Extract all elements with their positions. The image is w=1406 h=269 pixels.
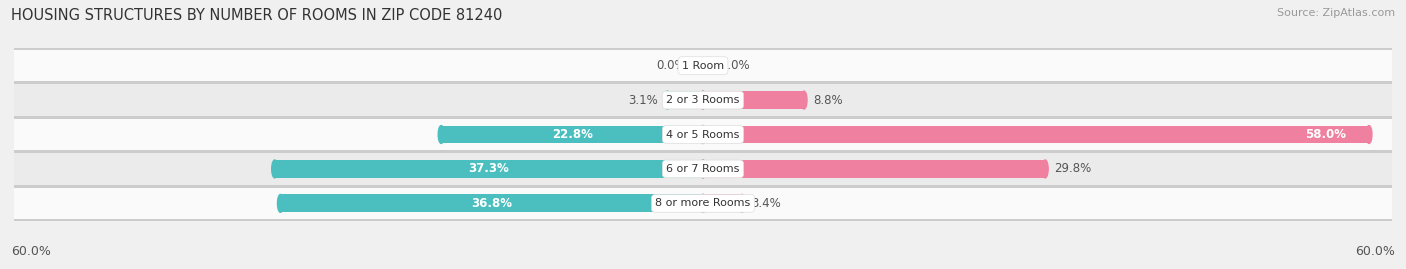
Circle shape [700,91,706,109]
Bar [14,152,1392,186]
Text: 22.8%: 22.8% [551,128,592,141]
Bar [14,84,1392,116]
Bar [703,126,1369,143]
Bar [441,126,703,143]
Text: 37.3%: 37.3% [468,162,509,175]
Circle shape [700,194,706,212]
Bar [14,48,1392,83]
Text: 58.0%: 58.0% [1305,128,1346,141]
Text: 60.0%: 60.0% [1355,245,1395,258]
Text: 2 or 3 Rooms: 2 or 3 Rooms [666,95,740,105]
Bar [14,119,1392,150]
Text: 0.0%: 0.0% [657,59,686,72]
Circle shape [271,160,278,178]
Circle shape [801,91,807,109]
Circle shape [740,194,745,212]
Circle shape [665,91,671,109]
Bar [14,50,1392,82]
Text: 8.8%: 8.8% [813,94,842,107]
Circle shape [1042,160,1047,178]
Bar [14,186,1392,221]
Circle shape [277,194,284,212]
Bar [14,153,1392,185]
Text: 4 or 5 Rooms: 4 or 5 Rooms [666,129,740,140]
Circle shape [439,126,444,143]
Text: Source: ZipAtlas.com: Source: ZipAtlas.com [1277,8,1395,18]
Text: 36.8%: 36.8% [471,197,512,210]
Circle shape [700,194,706,212]
Text: HOUSING STRUCTURES BY NUMBER OF ROOMS IN ZIP CODE 81240: HOUSING STRUCTURES BY NUMBER OF ROOMS IN… [11,8,502,23]
Bar [14,187,1392,219]
Text: 3.1%: 3.1% [628,94,658,107]
Bar [703,160,1045,178]
Bar [14,83,1392,117]
Bar [668,91,703,109]
Bar [280,194,703,212]
Text: 3.4%: 3.4% [751,197,780,210]
Bar [14,117,1392,152]
Circle shape [700,126,706,143]
Text: 60.0%: 60.0% [11,245,51,258]
Circle shape [700,160,706,178]
Circle shape [1367,126,1372,143]
Bar [703,91,804,109]
Bar [274,160,703,178]
Bar [703,194,742,212]
Circle shape [700,126,706,143]
Circle shape [700,91,706,109]
Text: 6 or 7 Rooms: 6 or 7 Rooms [666,164,740,174]
Text: 8 or more Rooms: 8 or more Rooms [655,198,751,208]
Text: 1 Room: 1 Room [682,61,724,71]
Text: 0.0%: 0.0% [720,59,749,72]
Circle shape [700,160,706,178]
Text: 29.8%: 29.8% [1054,162,1091,175]
